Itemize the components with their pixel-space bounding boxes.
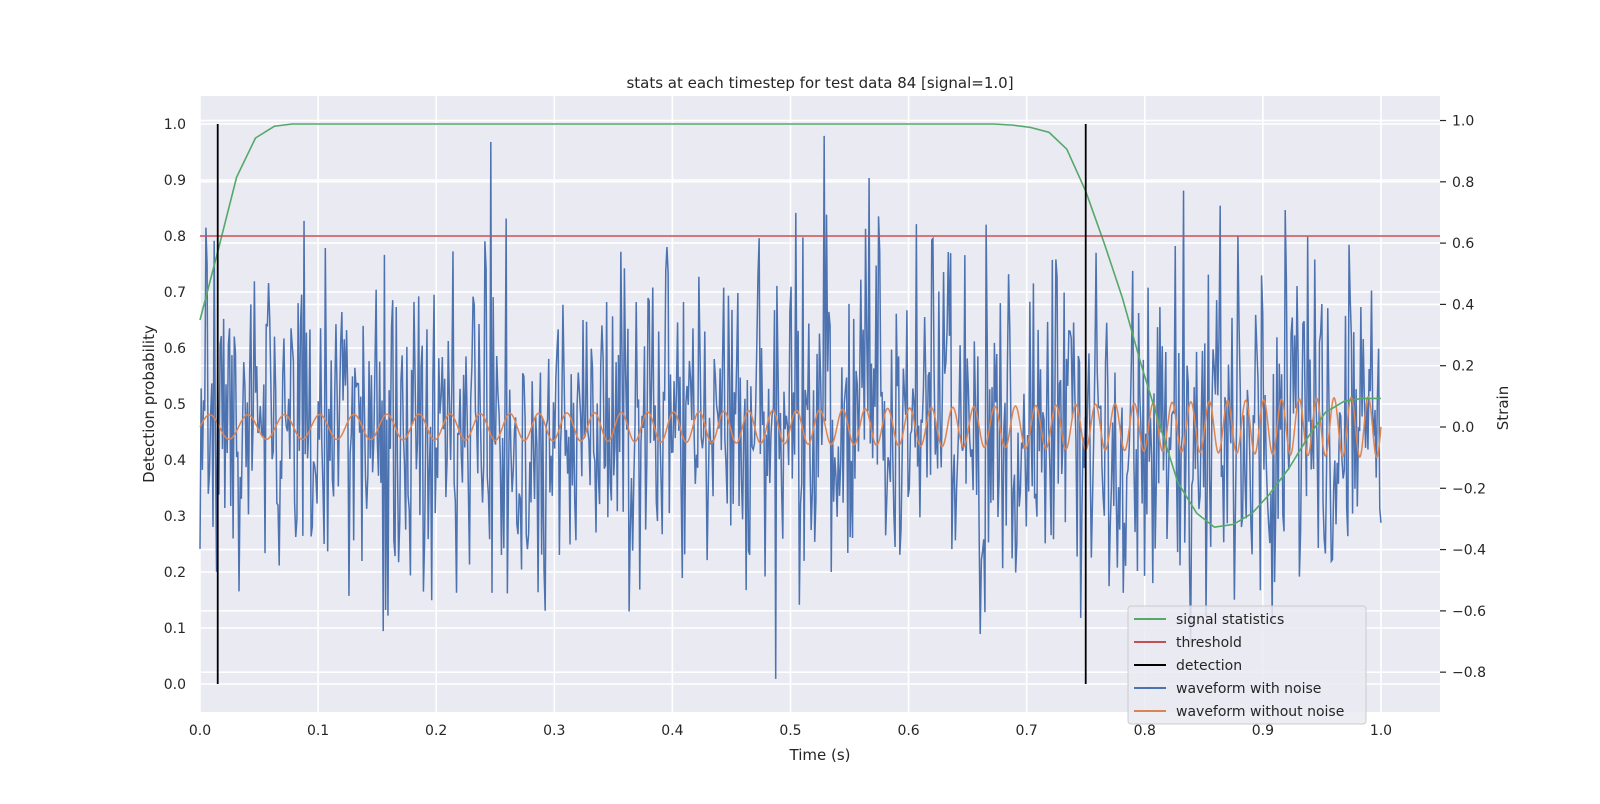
series-layer [199,123,1440,684]
y-left-tick-label: 0.9 [164,173,186,189]
right-axis-label: Strain [1494,386,1512,430]
x-tick-label: 0.5 [779,723,801,739]
x-tick-label: 0.3 [543,723,565,739]
y-right-tick-label: −0.6 [1452,604,1486,620]
y-right-tick-label: 1.0 [1452,114,1474,130]
x-tick-label: 0.6 [897,723,919,739]
legend-label: signal statistics [1176,612,1284,628]
legend: signal statistics threshold detection wavef… [1127,605,1367,725]
legend-box [1127,605,1367,725]
y-left-tick-label: 1.0 [164,117,186,133]
y-left-tick-label: 0.2 [164,565,186,581]
y-left-tick-label: 0.0 [164,677,186,693]
series-signal-statistics [199,123,1381,529]
y-left-tick-label: 0.1 [164,621,186,637]
x-tick-label: 0.4 [661,723,683,739]
left-axis-label: Detection probability [140,325,158,483]
y-right-tick-label: −0.4 [1452,543,1486,559]
y-right-tick-label: −0.8 [1452,665,1486,681]
x-tick-label: 0.8 [1134,723,1156,739]
y-right-tick-label: 0.2 [1452,359,1474,375]
series-waveform-with-noise [199,135,1382,679]
x-axis-ticks: 0.0 0.1 0.2 0.3 0.4 0.5 0.6 0.7 0.8 0.9 1.0 [189,723,1392,739]
x-tick-label: 1.0 [1370,723,1392,739]
y-left-tick-label: 0.3 [164,509,186,525]
y-left-tick-label: 0.6 [164,341,186,357]
x-tick-label: 0.9 [1252,723,1274,739]
y-right-tick-label: 0.6 [1452,236,1474,252]
y-left-tick-label: 0.7 [164,285,186,301]
x-tick-label: 0.0 [189,723,211,739]
y-right-tick-label: 0.4 [1452,297,1474,313]
series-waveform-without-noise [199,396,1382,459]
x-axis-label: Time (s) [789,746,851,764]
legend-label: waveform with noise [1176,681,1321,697]
y-right-tick-label: 0.8 [1452,175,1474,191]
y-right-tick-label: 0.0 [1452,420,1474,436]
y-left-tick-label: 0.4 [164,453,186,469]
x-tick-label: 0.7 [1016,723,1038,739]
legend-label: detection [1176,658,1242,674]
x-tick-label: 0.2 [425,723,447,739]
y-right-tick-label: −0.2 [1452,481,1486,497]
left-axis-ticks: 0.0 0.1 0.2 0.3 0.4 0.5 0.6 0.7 0.8 0.9 1.0 [164,117,186,693]
legend-label: waveform without noise [1176,704,1344,720]
legend-label: threshold [1176,635,1242,651]
x-tick-label: 0.1 [307,723,329,739]
y-left-tick-label: 0.5 [164,397,186,413]
chart-title: stats at each timestep for test data 84 … [626,74,1013,92]
right-axis-ticks: −0.8 −0.6 −0.4 −0.2 0.0 0.2 0.4 0.6 0.8 1.0 [1440,114,1486,681]
y-left-tick-label: 0.8 [164,229,186,245]
